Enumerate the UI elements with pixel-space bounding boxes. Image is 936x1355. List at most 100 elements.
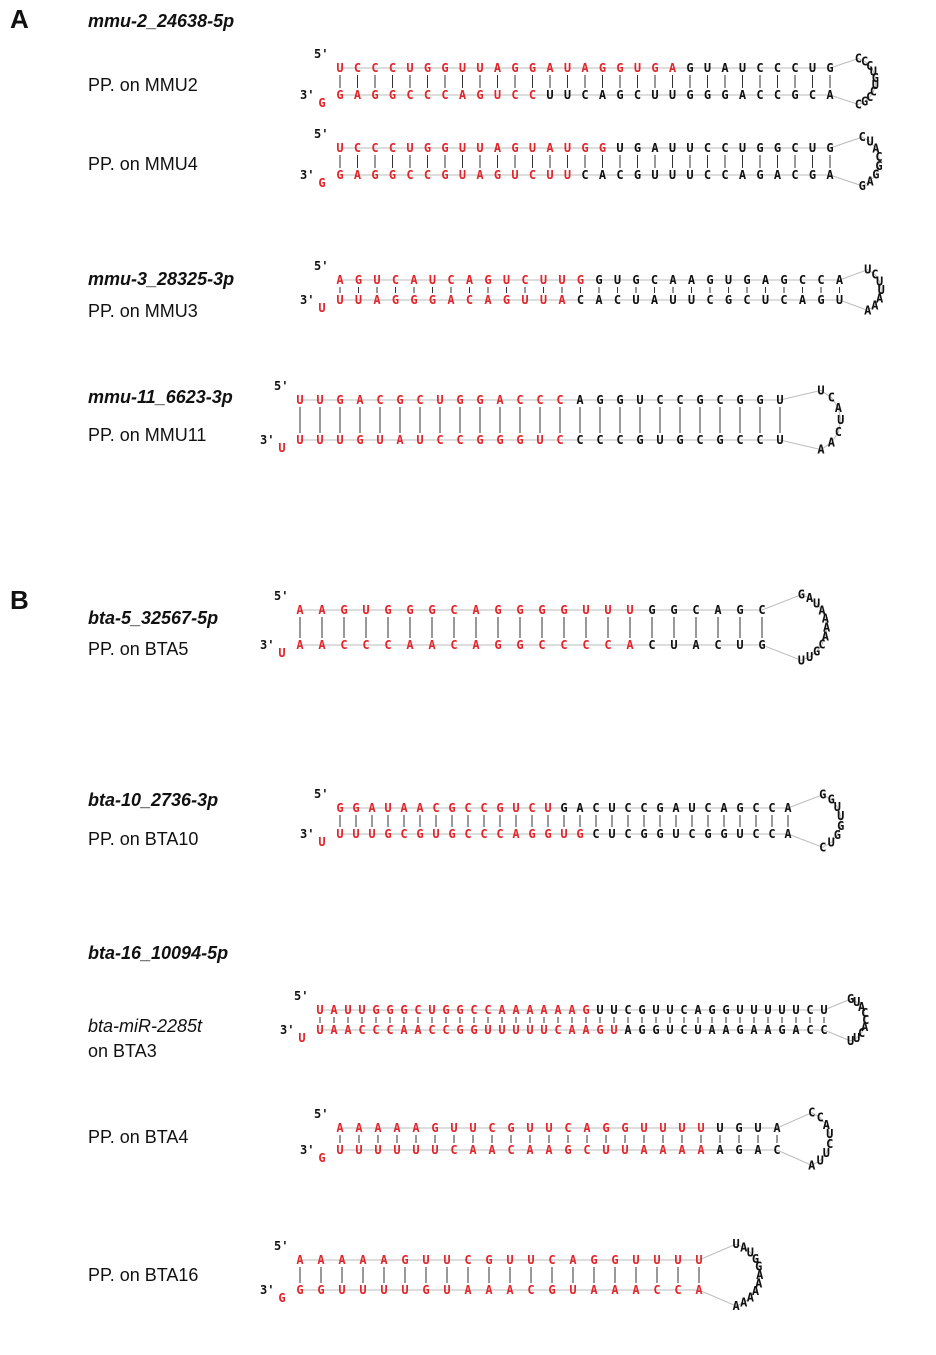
nucleotide: C [371, 61, 378, 75]
nucleotide: A [583, 1121, 591, 1135]
nucleotide: C [428, 1023, 435, 1037]
nucleotide: C [866, 90, 873, 104]
nucleotide: A [466, 273, 474, 287]
backbone [340, 269, 882, 311]
nucleotide: U [621, 1143, 628, 1157]
nucleotide: C [548, 1253, 555, 1267]
nucleotide: G [441, 61, 448, 75]
nucleotide: C [406, 88, 413, 102]
nucleotide: C [674, 1283, 681, 1297]
nucleotide: U [776, 393, 783, 407]
nucleotide: A [318, 638, 326, 652]
nucleotide: U [837, 413, 844, 427]
nucleotide: C [464, 801, 471, 815]
nucleotide: C [362, 638, 369, 652]
nucleotide: U [626, 603, 633, 617]
nucleotide: G [544, 827, 551, 841]
nucleotide: G [743, 273, 750, 287]
nucleotide: A [732, 1299, 740, 1313]
nucleotide: G [676, 433, 683, 447]
nucleotide: C [389, 141, 396, 155]
nucleotide: G [590, 1253, 597, 1267]
nucleotide: A [756, 1268, 764, 1282]
nucleotide: U [878, 283, 885, 297]
five-prime-label: 5' [314, 127, 328, 141]
nucleotide: G [847, 992, 854, 1006]
nucleotide: U [792, 1003, 799, 1017]
nucleotide: C [861, 1006, 868, 1020]
nucleotide: U [401, 1283, 408, 1297]
nucleotide: U [826, 1127, 833, 1141]
nucleotide: C [384, 638, 391, 652]
nucleotide: A [822, 629, 830, 643]
nucleotide: C [582, 638, 589, 652]
five-prime-label: 5' [274, 379, 288, 393]
nucleotide: A [494, 61, 502, 75]
nucleotide: U [503, 273, 510, 287]
nucleotide: C [743, 293, 750, 307]
nucleotide: U [316, 393, 323, 407]
nucleotide: G [686, 88, 693, 102]
nucleotide: U [651, 168, 658, 182]
nucleotide: G [389, 168, 396, 182]
nucleotide: A [872, 142, 880, 156]
nucleotide: U [750, 1003, 757, 1017]
nucleotide: A [640, 1143, 648, 1157]
nucleotide: A [861, 1020, 869, 1034]
nucleotide: U [776, 433, 783, 447]
nucleotide: U [836, 293, 843, 307]
nucleotide: U [336, 141, 343, 155]
nucleotide: U [380, 1283, 387, 1297]
nucleotide: U [476, 141, 483, 155]
nucleotide: C [704, 801, 711, 815]
nucleotide: U [694, 1023, 701, 1037]
nucleotide: C [780, 293, 787, 307]
nucleotide: G [442, 1003, 449, 1017]
nucleotide: C [861, 54, 868, 68]
precursor-label-bta16: PP. on BTA16 [88, 1265, 199, 1285]
nucleotide: U [688, 293, 695, 307]
nucleotide: C [447, 273, 454, 287]
tail-nucleotide: G [318, 96, 325, 110]
nucleotide: G [656, 801, 663, 815]
nucleotide: U [616, 141, 623, 155]
nucleotide: A [472, 603, 480, 617]
nucleotide: U [384, 801, 391, 815]
nucleotide: A [336, 273, 344, 287]
nucleotide: U [669, 141, 676, 155]
nucleotide: U [529, 141, 536, 155]
nucleotide: U [872, 78, 879, 92]
nucleotide: G [352, 801, 359, 815]
nucleotide: G [448, 801, 455, 815]
nucleotide: C [441, 88, 448, 102]
nucleotide: U [653, 1253, 660, 1267]
nucleotide: C [768, 801, 775, 815]
nucleotide: G [595, 273, 602, 287]
nucleotide: A [488, 1143, 496, 1157]
nucleotide: U [355, 1143, 362, 1157]
nucleotide: G [448, 827, 455, 841]
nucleotide: A [373, 293, 381, 307]
nucleotide: G [819, 788, 826, 802]
nucleotide: U [526, 1023, 533, 1037]
nucleotide: U [582, 603, 589, 617]
nucleotide: C [581, 88, 588, 102]
nucleotide: U [540, 1023, 547, 1037]
backbone [300, 389, 842, 451]
nucleotide: G [638, 1003, 645, 1017]
tail-nucleotide: G [318, 1151, 325, 1165]
nucleotide: C [406, 168, 413, 182]
nucleotide: U [764, 1003, 771, 1017]
nucleotide: A [752, 1284, 760, 1298]
nucleotide: G [725, 293, 732, 307]
nucleotide: C [721, 141, 728, 155]
nucleotide: A [317, 1253, 325, 1267]
nucleotide: A [747, 1291, 755, 1305]
nucleotide: G [317, 1283, 324, 1297]
nucleotide: U [429, 273, 436, 287]
five-prime-label: 5' [314, 47, 328, 61]
nucleotide: A [595, 293, 603, 307]
nucleotide: A [526, 1143, 534, 1157]
nucleotide: U [296, 393, 303, 407]
